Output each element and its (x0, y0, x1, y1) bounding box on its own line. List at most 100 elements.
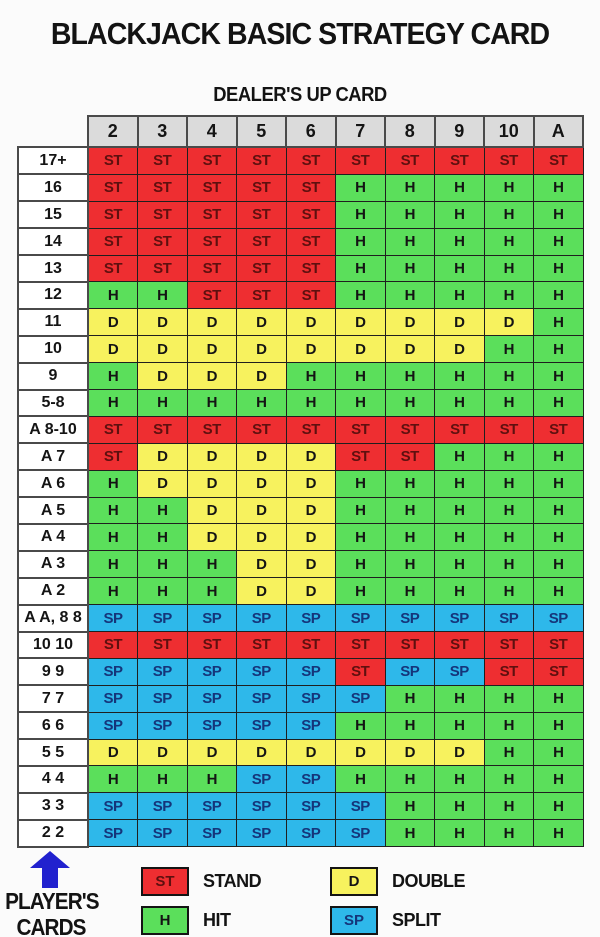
strategy-cell: ST (186, 254, 237, 283)
strategy-cell: ST (384, 442, 435, 471)
strategy-cell: H (483, 792, 534, 821)
strategy-cell: H (335, 200, 386, 229)
strategy-cell: H (483, 469, 534, 498)
strategy-cell: ST (186, 200, 237, 229)
strategy-cell: H (384, 227, 435, 256)
strategy-cell: D (285, 550, 336, 579)
strategy-cell: ST (186, 631, 237, 659)
strategy-cell: ST (236, 281, 287, 310)
table-row: 15 ST ST ST ST ST H H H H H (17, 200, 584, 230)
strategy-cell: ST (137, 200, 188, 229)
strategy-cell: D (236, 442, 287, 471)
strategy-cell: SP (236, 604, 287, 633)
strategy-cell: SP (186, 604, 237, 633)
strategy-cell: H (87, 577, 138, 606)
strategy-cell: SP (285, 792, 336, 821)
table-row: 5-8 H H H H H H H H H H (17, 388, 584, 418)
strategy-cell: ST (186, 146, 237, 175)
strategy-cell: H (533, 442, 584, 471)
strategy-cell: D (186, 738, 237, 767)
strategy-cell: ST (236, 415, 287, 444)
strategy-cell: SP (434, 604, 485, 633)
strategy-cell: H (335, 281, 386, 310)
strategy-cell: SP (335, 604, 386, 633)
strategy-cell: ST (483, 415, 534, 444)
strategy-cell: H (384, 577, 435, 606)
player-hand-row-label: 14 (17, 227, 89, 257)
strategy-cell: ST (335, 631, 386, 659)
table-row: A A, 8 8 SP SP SP SP SP SP SP SP SP SP (17, 603, 584, 633)
strategy-cell: H (483, 227, 534, 256)
strategy-cell: H (483, 200, 534, 229)
strategy-cell: ST (483, 146, 534, 175)
strategy-cell: H (137, 550, 188, 579)
player-hand-row-label: 5-8 (17, 388, 89, 418)
table-row: 11 D D D D D D D D D H (17, 307, 584, 337)
strategy-cell: ST (285, 631, 336, 659)
corner-cell (18, 116, 88, 147)
table-row: 2 2 SP SP SP SP SP SP H H H H (17, 818, 584, 848)
strategy-cell: SP (87, 604, 138, 633)
player-hand-row-label: A 6 (17, 469, 89, 499)
strategy-cell: ST (87, 173, 138, 202)
strategy-cell: ST (87, 442, 138, 471)
strategy-cell: H (434, 362, 485, 391)
strategy-cell: H (434, 550, 485, 579)
strategy-cell: H (87, 281, 138, 310)
strategy-cell: ST (137, 173, 188, 202)
strategy-cell: H (483, 389, 534, 417)
strategy-cell: D (285, 577, 336, 606)
strategy-cell: H (186, 577, 237, 606)
table-row: 4 4 H H H SP SP H H H H H (17, 764, 584, 794)
strategy-cell: D (384, 308, 435, 337)
strategy-cell: D (236, 335, 287, 364)
table-row: A 8-10 ST ST ST ST ST ST ST ST ST ST (17, 415, 584, 445)
strategy-cell: H (87, 389, 138, 417)
dealer-card-column-header: 3 (136, 115, 188, 148)
strategy-cell: H (335, 577, 386, 606)
strategy-cell: H (434, 281, 485, 310)
player-hand-row-label: A 4 (17, 522, 89, 552)
strategy-cell: H (533, 738, 584, 767)
strategy-cell: H (533, 389, 584, 417)
strategy-cell: ST (87, 631, 138, 659)
player-hand-row-label: 10 10 (17, 630, 89, 660)
strategy-cell: H (384, 711, 435, 740)
strategy-cell: SP (87, 657, 138, 686)
strategy-cell: H (236, 389, 287, 417)
dealer-card-column-header: 6 (285, 115, 337, 148)
strategy-cell: D (137, 362, 188, 391)
strategy-cell: SP (236, 792, 287, 821)
strategy-cell: H (384, 281, 435, 310)
strategy-cell: ST (285, 281, 336, 310)
legend-swatch-split: SP (330, 906, 378, 935)
player-hand-row-label: 10 (17, 334, 89, 364)
strategy-cell: D (236, 362, 287, 391)
strategy-cell: ST (186, 173, 237, 202)
strategy-cell: SP (186, 792, 237, 821)
strategy-cell: D (434, 308, 485, 337)
strategy-cell: D (335, 335, 386, 364)
player-hand-row-label: A 3 (17, 549, 89, 579)
player-hand-row-label: A 7 (17, 442, 89, 472)
player-hand-row-label: 4 4 (17, 764, 89, 794)
strategy-cell: D (87, 335, 138, 364)
players-cards-line2: CARDS (16, 914, 86, 937)
strategy-cell: ST (236, 146, 287, 175)
strategy-cell: SP (87, 819, 138, 848)
table-row: 14 ST ST ST ST ST H H H H H (17, 227, 584, 257)
dealer-card-column-header: 5 (235, 115, 287, 148)
strategy-cell: H (434, 389, 485, 417)
players-cards-label: PLAYER'S CARDS (5, 888, 99, 937)
legend-item: H HIT (141, 906, 330, 935)
table-row: 10 10 ST ST ST ST ST ST ST ST ST ST (17, 630, 584, 660)
legend-swatch-stand: ST (141, 867, 189, 896)
player-hand-row-label: 12 (17, 280, 89, 310)
strategy-cell: SP (137, 657, 188, 686)
strategy-cell: ST (137, 631, 188, 659)
dealer-card-column-header: 7 (334, 115, 386, 148)
strategy-cell: H (533, 711, 584, 740)
strategy-cell: H (533, 200, 584, 229)
